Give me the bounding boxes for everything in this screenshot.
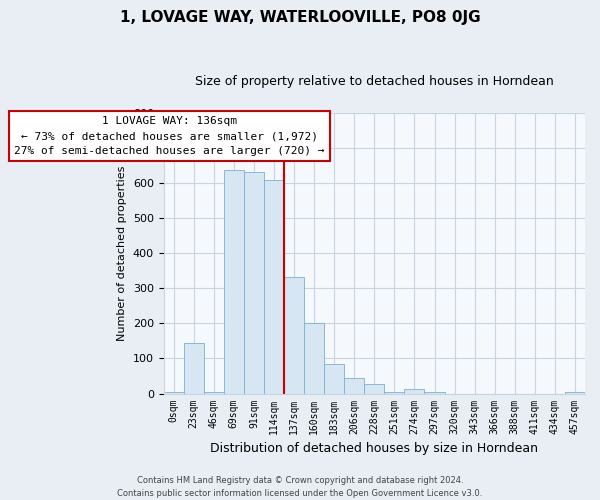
Bar — [224, 170, 244, 394]
Bar — [565, 392, 585, 394]
Bar — [244, 172, 264, 394]
Y-axis label: Number of detached properties: Number of detached properties — [117, 166, 127, 341]
Bar — [385, 392, 404, 394]
Bar — [324, 364, 344, 394]
Bar — [304, 324, 324, 394]
Bar — [184, 344, 204, 394]
Bar — [264, 180, 284, 394]
Text: Contains HM Land Registry data © Crown copyright and database right 2024.
Contai: Contains HM Land Registry data © Crown c… — [118, 476, 482, 498]
Bar — [424, 392, 445, 394]
Title: Size of property relative to detached houses in Horndean: Size of property relative to detached ho… — [195, 75, 554, 88]
X-axis label: Distribution of detached houses by size in Horndean: Distribution of detached houses by size … — [211, 442, 538, 455]
Bar — [164, 392, 184, 394]
Bar — [204, 392, 224, 394]
Text: 1 LOVAGE WAY: 136sqm
← 73% of detached houses are smaller (1,972)
27% of semi-de: 1 LOVAGE WAY: 136sqm ← 73% of detached h… — [14, 116, 325, 156]
Bar — [344, 378, 364, 394]
Bar — [284, 276, 304, 394]
Text: 1, LOVAGE WAY, WATERLOOVILLE, PO8 0JG: 1, LOVAGE WAY, WATERLOOVILLE, PO8 0JG — [119, 10, 481, 25]
Bar — [404, 389, 424, 394]
Bar — [364, 384, 385, 394]
